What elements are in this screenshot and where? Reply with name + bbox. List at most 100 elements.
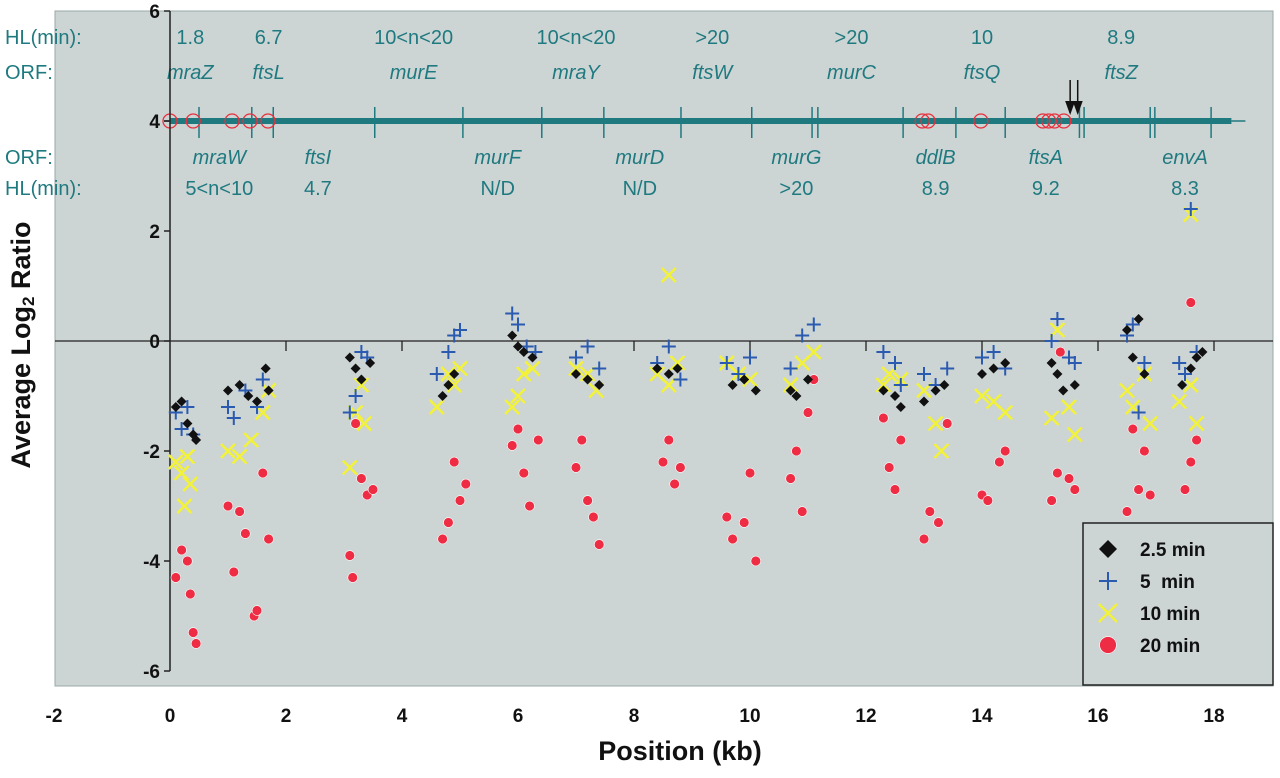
gene-name: ftsW bbox=[692, 62, 734, 84]
data-point-circle bbox=[1185, 297, 1197, 308]
data-point-plus bbox=[893, 378, 908, 392]
legend-label: 20 min bbox=[1140, 636, 1200, 657]
data-point-plus bbox=[1131, 405, 1146, 420]
data-point-plus bbox=[1178, 367, 1192, 381]
data-point-diamond bbox=[1058, 385, 1069, 396]
gene-half-life: >20 bbox=[695, 27, 729, 49]
data-point-circle bbox=[222, 500, 234, 512]
data-point-x bbox=[933, 443, 950, 459]
data-point-circle bbox=[802, 407, 814, 418]
gene-half-life: 8.3 bbox=[1171, 178, 1199, 200]
data-point-diamond bbox=[1133, 314, 1144, 324]
data-point-circle bbox=[994, 456, 1005, 468]
x-tick-label: 16 bbox=[1087, 706, 1108, 727]
data-point-plus bbox=[876, 345, 891, 359]
data-point-x bbox=[173, 465, 190, 481]
data-point-x bbox=[805, 344, 822, 360]
x-tick-label: 12 bbox=[855, 706, 876, 727]
data-point-diamond bbox=[437, 391, 448, 401]
data-point-x bbox=[1043, 410, 1060, 426]
data-point-diamond bbox=[170, 402, 181, 412]
data-point-x bbox=[341, 459, 358, 476]
data-point-circle bbox=[669, 478, 680, 490]
data-point-plus bbox=[1125, 317, 1140, 332]
gene-name: murC bbox=[827, 62, 876, 84]
data-point-plus bbox=[348, 389, 363, 403]
data-point-x bbox=[356, 415, 373, 432]
gene-half-life: N/D bbox=[480, 178, 514, 200]
data-point-circle bbox=[350, 418, 361, 429]
data-point-plus bbox=[180, 400, 195, 414]
data-point-plus bbox=[1050, 312, 1065, 326]
data-point-circle bbox=[883, 462, 895, 473]
data-point-diamond bbox=[803, 374, 813, 385]
data-point-diamond bbox=[582, 374, 593, 385]
data-point-circle bbox=[727, 533, 738, 545]
legend-label: 2.5 min bbox=[1140, 540, 1205, 561]
data-point-circle bbox=[443, 517, 454, 528]
data-point-plus bbox=[743, 350, 757, 365]
data-point-circle bbox=[999, 445, 1011, 457]
data-point-circle bbox=[356, 473, 367, 484]
data-point-circle bbox=[512, 423, 524, 435]
data-point-plus bbox=[783, 361, 798, 376]
data-point-plus bbox=[592, 361, 607, 376]
data-point-circle bbox=[185, 588, 196, 600]
data-point-circle bbox=[182, 555, 193, 567]
y-tick-label: -6 bbox=[143, 662, 160, 683]
gene-name: murF bbox=[474, 147, 522, 169]
data-point-circle bbox=[738, 517, 750, 528]
data-point-circle bbox=[1121, 506, 1133, 517]
y-tick-label: 4 bbox=[149, 112, 160, 133]
data-point-plus bbox=[1137, 356, 1152, 370]
legend: 2.5 min 5 min 10 min 20 min bbox=[1082, 522, 1274, 686]
y-tick-label: 2 bbox=[149, 222, 160, 243]
data-point-plus bbox=[453, 323, 467, 337]
gene-name: ftsA bbox=[1029, 147, 1063, 169]
x-tick-label: 2 bbox=[281, 706, 292, 727]
data-points bbox=[167, 202, 1208, 649]
legend-marker-x-icon bbox=[1098, 603, 1118, 623]
data-point-circle bbox=[721, 511, 732, 523]
data-point-circle bbox=[347, 572, 358, 583]
gene-name: ftsQ bbox=[964, 62, 1001, 84]
x-tick-label: 10 bbox=[739, 706, 760, 727]
data-point-diamond bbox=[443, 380, 454, 390]
red-circle-marker bbox=[1046, 113, 1063, 129]
data-point-x bbox=[997, 404, 1014, 421]
data-point-x bbox=[510, 388, 526, 404]
data-point-diamond bbox=[663, 369, 674, 379]
legend-marker-diamond-icon bbox=[1099, 540, 1117, 558]
data-point-diamond bbox=[791, 391, 802, 401]
gene-map: HL(min): ORF: ORF: HL(min): 1.8 mraZ 6.7 ftsL 10… bbox=[5, 27, 1246, 200]
legend-label: 10 min bbox=[1140, 604, 1200, 625]
data-point-plus bbox=[441, 345, 456, 359]
data-point-circle bbox=[344, 550, 355, 561]
gene-name: mraW bbox=[193, 147, 248, 169]
data-point-diamond bbox=[1139, 369, 1150, 379]
data-point-circle bbox=[240, 528, 251, 539]
data-point-circle bbox=[1139, 445, 1150, 457]
data-point-plus bbox=[795, 328, 810, 343]
gene-name: mraZ bbox=[167, 62, 214, 84]
gene-half-life: N/D bbox=[623, 178, 657, 200]
data-point-diamond bbox=[1127, 352, 1138, 363]
data-point-plus bbox=[940, 361, 955, 376]
gene-name: mraY bbox=[552, 62, 601, 84]
data-point-x bbox=[1119, 382, 1135, 399]
x-tick-label: 8 bbox=[629, 706, 640, 727]
data-point-x bbox=[669, 355, 686, 371]
data-point-diamond bbox=[252, 396, 262, 407]
y-tick-label: -4 bbox=[143, 552, 160, 573]
data-point-x bbox=[1066, 426, 1083, 443]
data-point-diamond bbox=[919, 396, 929, 407]
data-point-diamond bbox=[1197, 347, 1208, 357]
data-point-x bbox=[504, 399, 521, 415]
row-label: HL(min): bbox=[5, 178, 82, 200]
data-point-diamond bbox=[513, 341, 523, 352]
data-point-circle bbox=[1144, 489, 1156, 501]
data-point-diamond bbox=[890, 391, 900, 401]
data-point-circle bbox=[190, 638, 202, 649]
data-point-x bbox=[515, 366, 532, 382]
